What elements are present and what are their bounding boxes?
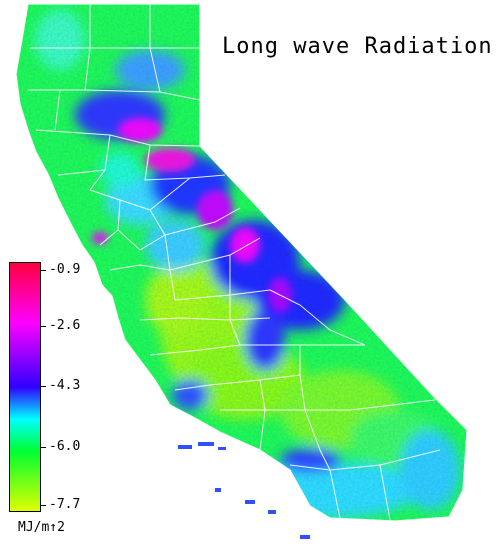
legend-tick-label: -7.7 [49, 497, 81, 512]
legend-tick-label: -0.9 [49, 262, 81, 277]
county-boundaries [15, 3, 468, 522]
channel-islands [178, 442, 310, 539]
color-scale-bar [9, 262, 41, 512]
legend-tick-label: -4.3 [49, 378, 81, 393]
legend-tick [40, 270, 46, 271]
map-title: Long wave Radiation [222, 34, 493, 59]
legend-tick [40, 447, 46, 448]
legend-unit-label: MJ/m↑2 [18, 520, 65, 535]
legend-tick [40, 326, 46, 327]
legend-tick-label: -2.6 [49, 318, 81, 333]
legend-tick [40, 386, 46, 387]
legend-tick [40, 505, 46, 506]
legend-tick-label: -6.0 [49, 439, 81, 454]
